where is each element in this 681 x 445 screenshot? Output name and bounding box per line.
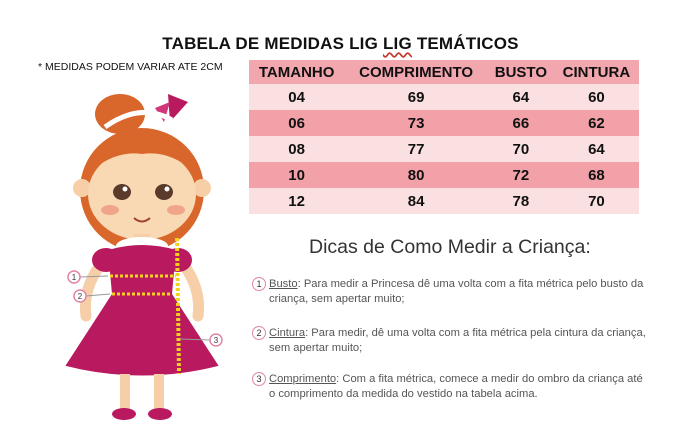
tip-text: Cintura: Para medir, dê uma volta com a … xyxy=(269,326,652,356)
cell-cintura: 64 xyxy=(553,136,639,162)
cell-tamanho: 06 xyxy=(249,110,345,136)
tip-number-badge: 2 xyxy=(252,326,266,340)
table-row: 06 73 66 62 xyxy=(249,110,639,136)
cell-busto: 64 xyxy=(487,84,554,110)
tip-number-badge: 3 xyxy=(252,372,266,386)
header-busto: BUSTO xyxy=(487,60,554,84)
marker-2-label: 2 xyxy=(78,292,83,301)
tip-body: : Para medir a Princesa dê uma volta com… xyxy=(269,278,644,305)
table-row: 12 84 78 70 xyxy=(249,188,639,214)
tip-text: Busto: Para medir a Princesa dê uma volt… xyxy=(269,277,652,307)
cell-busto: 66 xyxy=(487,110,554,136)
marker-3-label: 3 xyxy=(214,336,219,345)
cell-comprimento: 84 xyxy=(344,188,488,214)
cell-comprimento: 69 xyxy=(344,84,488,110)
cell-tamanho: 10 xyxy=(249,162,345,188)
tip-busto: 1 Busto: Para medir a Princesa dê uma vo… xyxy=(252,277,652,307)
cell-comprimento: 73 xyxy=(344,110,488,136)
tip-heading: Cintura xyxy=(269,327,306,339)
marker-1 xyxy=(67,270,81,284)
header-tamanho: TAMANHO xyxy=(249,60,345,84)
cell-cintura: 70 xyxy=(553,188,639,214)
tip-body: : Com a fita métrica, comece a medir do … xyxy=(269,373,643,400)
table-row: 08 77 70 64 xyxy=(249,136,639,162)
header-comprimento: COMPRIMENTO xyxy=(344,60,488,84)
marker-3 xyxy=(209,333,223,347)
tip-cintura: 2 Cintura: Para medir, dê uma volta com … xyxy=(252,326,652,356)
cell-cintura: 60 xyxy=(553,84,639,110)
tip-text: Comprimento: Com a fita métrica, comece … xyxy=(269,372,652,402)
tip-body: : Para medir, dê uma volta com a fita mé… xyxy=(269,327,646,354)
header-cintura: CINTURA xyxy=(553,60,639,84)
tip-heading: Busto xyxy=(269,278,298,290)
tips-title: Dicas de Como Medir a Criança: xyxy=(309,236,591,258)
marker-2 xyxy=(73,289,87,303)
cell-tamanho: 08 xyxy=(249,136,345,162)
cell-cintura: 62 xyxy=(553,110,639,136)
cell-busto: 72 xyxy=(487,162,554,188)
girl-measuring-illustration: 1 2 3 xyxy=(63,94,223,420)
cell-tamanho: 04 xyxy=(249,84,345,110)
table-row: 04 69 64 60 xyxy=(249,84,639,110)
cell-busto: 78 xyxy=(487,188,554,214)
cell-tamanho: 12 xyxy=(249,188,345,214)
cell-busto: 70 xyxy=(487,136,554,162)
table-row: 10 80 72 68 xyxy=(249,162,639,188)
marker-1-label: 1 xyxy=(72,273,77,282)
page-title: TABELA DE MEDIDAS LIG LIG TEMÁTICOS xyxy=(162,34,519,53)
measurement-note: * MEDIDAS PODEM VARIAR ATE 2CM xyxy=(38,61,223,73)
cell-comprimento: 77 xyxy=(344,136,488,162)
size-table: TAMANHO COMPRIMENTO BUSTO CINTURA 04 69 … xyxy=(249,60,639,214)
tip-comprimento: 3 Comprimento: Com a fita métrica, comec… xyxy=(252,372,652,402)
tip-number-badge: 1 xyxy=(252,277,266,291)
tip-heading: Comprimento xyxy=(269,373,337,385)
cell-cintura: 68 xyxy=(553,162,639,188)
size-table-header-row: TAMANHO COMPRIMENTO BUSTO CINTURA xyxy=(249,60,639,84)
cell-comprimento: 80 xyxy=(344,162,488,188)
